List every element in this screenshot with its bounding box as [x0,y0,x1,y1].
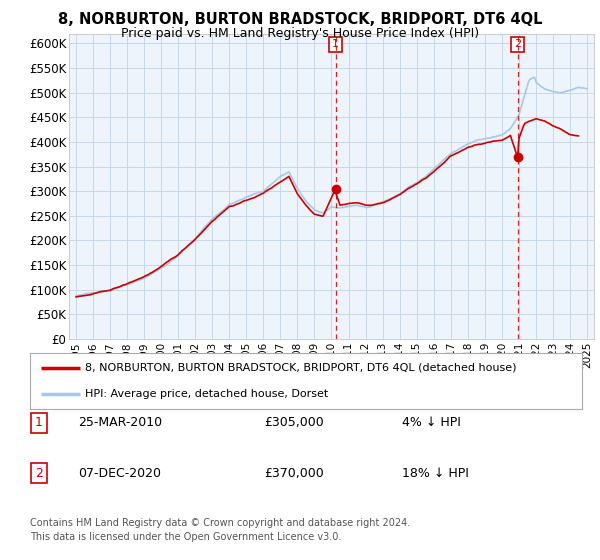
Text: £370,000: £370,000 [264,466,324,480]
Text: 8, NORBURTON, BURTON BRADSTOCK, BRIDPORT, DT6 4QL: 8, NORBURTON, BURTON BRADSTOCK, BRIDPORT… [58,12,542,27]
Text: 1: 1 [35,416,43,430]
Text: 2: 2 [514,39,521,49]
Text: 25-MAR-2010: 25-MAR-2010 [78,416,162,430]
Text: HPI: Average price, detached house, Dorset: HPI: Average price, detached house, Dors… [85,389,328,399]
Text: 8, NORBURTON, BURTON BRADSTOCK, BRIDPORT, DT6 4QL (detached house): 8, NORBURTON, BURTON BRADSTOCK, BRIDPORT… [85,363,517,373]
Text: 07-DEC-2020: 07-DEC-2020 [78,466,161,480]
Text: Contains HM Land Registry data © Crown copyright and database right 2024.
This d: Contains HM Land Registry data © Crown c… [30,518,410,542]
Text: Price paid vs. HM Land Registry's House Price Index (HPI): Price paid vs. HM Land Registry's House … [121,27,479,40]
Text: £305,000: £305,000 [264,416,324,430]
Text: 4% ↓ HPI: 4% ↓ HPI [402,416,461,430]
Text: 2: 2 [35,466,43,480]
Text: 1: 1 [332,39,339,49]
Text: 18% ↓ HPI: 18% ↓ HPI [402,466,469,480]
